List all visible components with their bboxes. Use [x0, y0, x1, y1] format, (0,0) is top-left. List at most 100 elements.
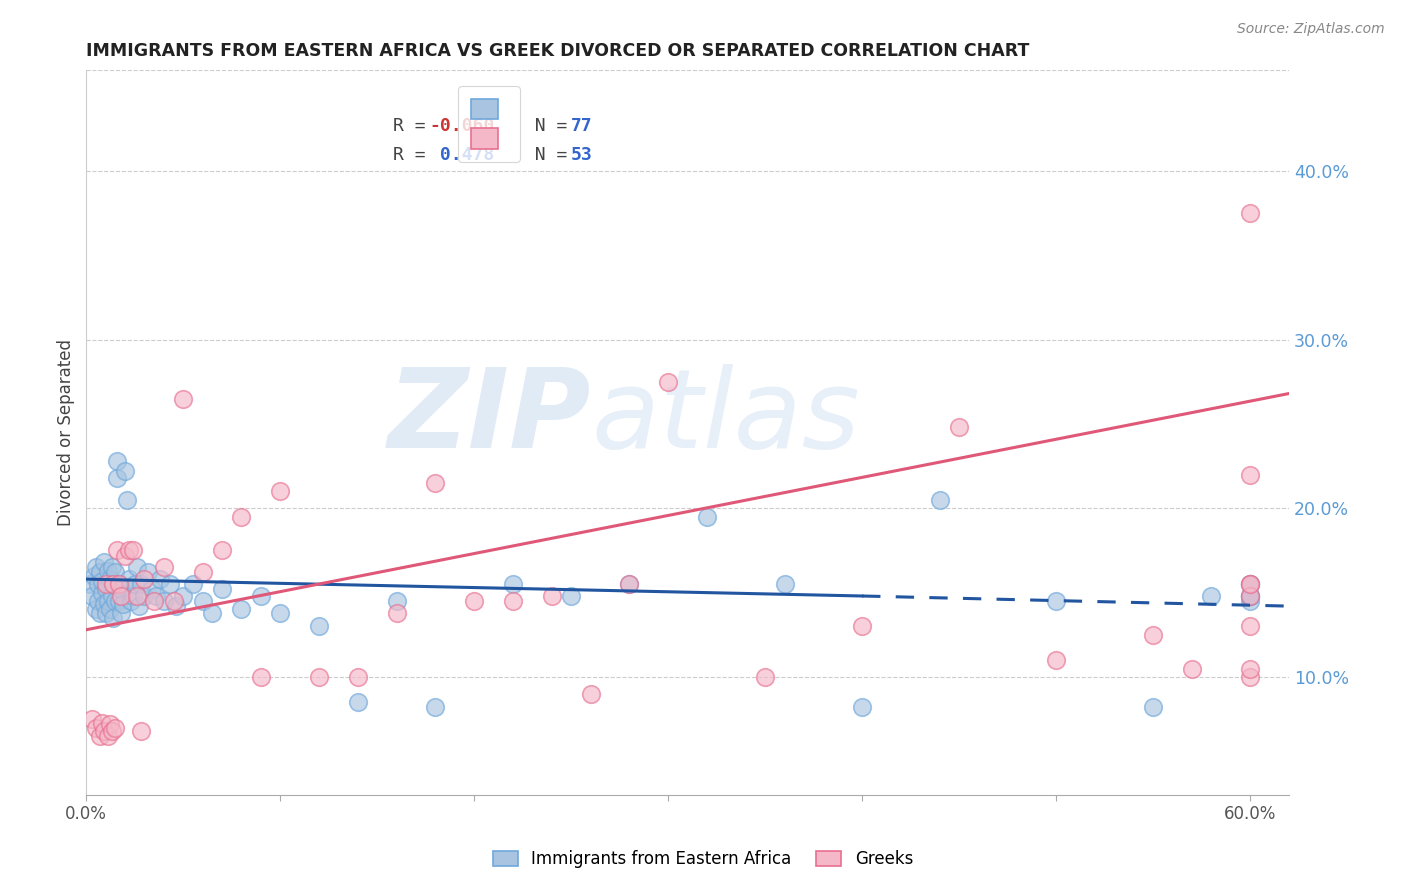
Point	[105, 471, 128, 485]
Point	[1239, 577, 1261, 591]
Text: 77: 77	[571, 117, 593, 135]
Point	[108, 577, 131, 591]
Point	[149, 572, 172, 586]
Point	[250, 589, 273, 603]
Text: atlas: atlas	[592, 364, 860, 471]
Point	[128, 599, 150, 614]
Point	[90, 715, 112, 730]
Point	[129, 723, 152, 738]
Point	[347, 670, 370, 684]
Text: 53: 53	[571, 145, 593, 164]
Text: 0.478: 0.478	[429, 145, 495, 164]
Point	[579, 687, 602, 701]
Point	[1239, 619, 1261, 633]
Point	[103, 611, 125, 625]
Point	[1239, 589, 1261, 603]
Point	[84, 602, 107, 616]
Point	[385, 606, 408, 620]
Point	[97, 729, 120, 743]
Point	[1239, 577, 1261, 591]
Point	[191, 594, 214, 608]
Point	[98, 602, 121, 616]
Point	[948, 420, 970, 434]
Point	[83, 568, 105, 582]
Point	[134, 589, 156, 603]
Text: R =: R =	[392, 117, 436, 135]
Point	[120, 594, 142, 608]
Point	[110, 606, 132, 620]
Point	[1239, 577, 1261, 591]
Point	[1199, 589, 1222, 603]
Point	[773, 577, 796, 591]
Point	[93, 723, 115, 738]
Point	[619, 577, 641, 591]
Point	[108, 594, 131, 608]
Point	[1239, 670, 1261, 684]
Point	[100, 560, 122, 574]
Point	[657, 375, 679, 389]
Point	[181, 577, 204, 591]
Point	[269, 606, 291, 620]
Point	[87, 594, 110, 608]
Point	[93, 598, 115, 612]
Point	[97, 564, 120, 578]
Point	[87, 577, 110, 591]
Point	[118, 572, 141, 586]
Point	[162, 594, 184, 608]
Point	[1239, 589, 1261, 603]
Point	[98, 717, 121, 731]
Text: ZIP: ZIP	[388, 364, 592, 471]
Y-axis label: Divorced or Separated: Divorced or Separated	[58, 339, 75, 526]
Point	[89, 566, 111, 580]
Point	[308, 670, 330, 684]
Point	[141, 582, 163, 597]
Point	[502, 594, 524, 608]
Point	[1239, 577, 1261, 591]
Point	[1045, 594, 1067, 608]
Point	[104, 566, 127, 580]
Point	[1239, 594, 1261, 608]
Point	[118, 543, 141, 558]
Point	[851, 700, 873, 714]
Point	[115, 492, 138, 507]
Point	[110, 589, 132, 603]
Point	[121, 543, 143, 558]
Point	[619, 577, 641, 591]
Point	[153, 594, 176, 608]
Point	[138, 566, 160, 580]
Text: -0.060: -0.060	[429, 117, 495, 135]
Legend: Immigrants from Eastern Africa, Greeks: Immigrants from Eastern Africa, Greeks	[486, 844, 920, 875]
Point	[928, 492, 950, 507]
Point	[250, 670, 273, 684]
Point	[1239, 589, 1261, 603]
Point	[191, 566, 214, 580]
Point	[94, 606, 117, 620]
Point	[269, 484, 291, 499]
Point	[172, 392, 194, 406]
Point	[100, 589, 122, 603]
Point	[425, 475, 447, 490]
Point	[1045, 653, 1067, 667]
Point	[110, 582, 132, 597]
Point	[347, 695, 370, 709]
Point	[90, 585, 112, 599]
Point	[502, 577, 524, 591]
Point	[211, 543, 233, 558]
Text: N =: N =	[513, 117, 578, 135]
Point	[84, 721, 107, 735]
Point	[98, 572, 121, 586]
Point	[94, 577, 117, 591]
Point	[129, 577, 152, 591]
Point	[145, 589, 167, 603]
Point	[851, 619, 873, 633]
Point	[82, 589, 104, 603]
Point	[1142, 700, 1164, 714]
Point	[1181, 661, 1204, 675]
Point	[425, 700, 447, 714]
Point	[105, 454, 128, 468]
Point	[134, 572, 156, 586]
Point	[100, 723, 122, 738]
Point	[385, 594, 408, 608]
Point	[89, 729, 111, 743]
Point	[103, 577, 125, 591]
